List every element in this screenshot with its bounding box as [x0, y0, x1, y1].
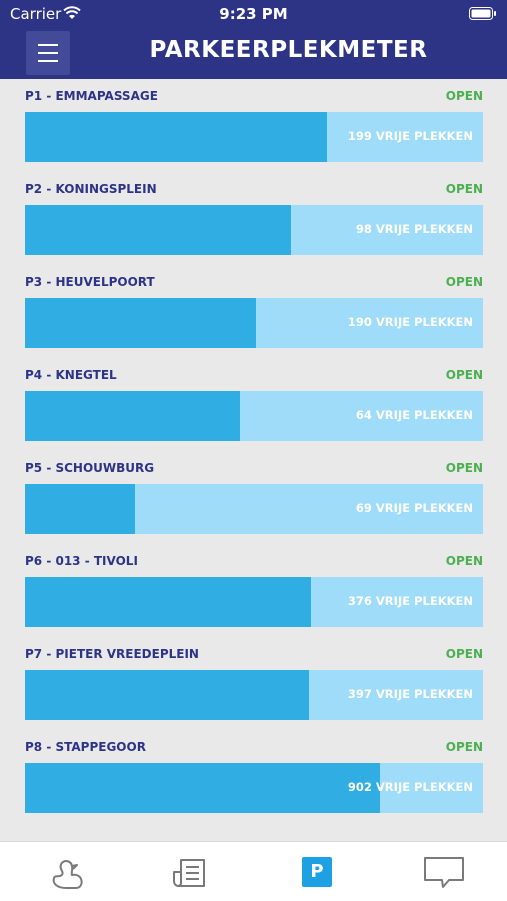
occupancy-fill [25, 484, 135, 534]
hamburger-icon [38, 44, 58, 46]
duck-icon [52, 860, 83, 889]
occupancy-bar: 69 VRIJE PLEKKEN [25, 484, 483, 534]
garage-status: OPEN [445, 554, 483, 568]
clock: 9:23 PM [219, 5, 288, 23]
occupancy-bar: 190 VRIJE PLEKKEN [25, 298, 483, 348]
battery-icon [469, 6, 497, 24]
wifi-icon [63, 6, 81, 24]
occupancy-bar: 397 VRIJE PLEKKEN [25, 670, 483, 720]
free-spaces-label: 190 VRIJE PLEKKEN [348, 315, 473, 329]
free-spaces-text: VRIJE PLEKKEN [375, 129, 473, 143]
free-spaces-label: 199 VRIJE PLEKKEN [348, 129, 473, 143]
chat-icon [424, 857, 464, 888]
free-spaces-count: 98 [355, 222, 372, 236]
free-spaces-text: VRIJE PLEKKEN [375, 501, 473, 515]
free-spaces-count: 190 [347, 315, 372, 329]
garage-row[interactable]: P2 - KONINGSPLEIN OPEN 98 VRIJE PLEKKEN [25, 172, 483, 265]
garage-list[interactable]: P1 - EMMAPASSAGE OPEN 199 VRIJE PLEKKEN P2 -… [0, 79, 507, 841]
occupancy-bar: 98 VRIJE PLEKKEN [25, 205, 483, 255]
free-spaces-count: 376 [347, 594, 372, 608]
carrier-label: Carrier [10, 5, 62, 23]
garage-status: OPEN [445, 89, 483, 103]
app-header: Carrier 9:23 PM PARKEERPLEKMETER [0, 0, 507, 79]
occupancy-bar: 199 VRIJE PLEKKEN [25, 112, 483, 162]
garage-name: P4 - KNEGTEL [25, 368, 117, 382]
tab-chat[interactable] [423, 852, 464, 892]
garage-name: P5 - SCHOUWBURG [25, 461, 155, 475]
free-spaces-text: VRIJE PLEKKEN [375, 408, 473, 422]
occupancy-bar: 376 VRIJE PLEKKEN [25, 577, 483, 627]
free-spaces-label: 98 VRIJE PLEKKEN [356, 222, 473, 236]
garage-status: OPEN [445, 368, 483, 382]
free-spaces-count: 397 [347, 687, 372, 701]
garage-name: P2 - KONINGSPLEIN [25, 182, 157, 196]
garage-row[interactable]: P5 - SCHOUWBURG OPEN 69 VRIJE PLEKKEN [25, 451, 483, 544]
garage-name: P1 - EMMAPASSAGE [25, 89, 158, 103]
garage-status: OPEN [445, 647, 483, 661]
occupancy-fill [25, 577, 312, 627]
tab-news[interactable] [170, 852, 210, 892]
free-spaces-label: 397 VRIJE PLEKKEN [348, 687, 473, 701]
garage-status: OPEN [445, 275, 483, 289]
garage-name: P8 - STAPPEGOOR [25, 740, 146, 754]
free-spaces-label: 376 VRIJE PLEKKEN [348, 594, 473, 608]
free-spaces-text: VRIJE PLEKKEN [375, 315, 473, 329]
free-spaces-count: 199 [347, 129, 372, 143]
occupancy-fill [25, 112, 328, 162]
garage-status: OPEN [445, 740, 483, 754]
free-spaces-label: 902 VRIJE PLEKKEN [348, 780, 473, 794]
news-icon [173, 859, 205, 887]
occupancy-bar: 64 VRIJE PLEKKEN [25, 391, 483, 441]
garage-name: P3 - HEUVELPOORT [25, 275, 155, 289]
free-spaces-text: VRIJE PLEKKEN [375, 594, 473, 608]
free-spaces-text: VRIJE PLEKKEN [375, 687, 473, 701]
page-title: PARKEERPLEKMETER [149, 37, 428, 63]
tab-bar: P [0, 841, 507, 901]
free-spaces-label: 69 VRIJE PLEKKEN [356, 501, 473, 515]
garage-row[interactable]: P8 - STAPPEGOOR OPEN 902 VRIJE PLEKKEN [25, 730, 483, 823]
garage-row[interactable]: P7 - PIETER VREEDEPLEIN OPEN 397 VRIJE PLEK… [25, 637, 483, 730]
occupancy-fill [25, 205, 291, 255]
hamburger-icon-line [38, 52, 58, 54]
garage-name: P6 - 013 - TIVOLI [25, 554, 138, 568]
garage-row[interactable]: P3 - HEUVELPOORT OPEN 190 VRIJE PLEKKEN [25, 265, 483, 358]
free-spaces-text: VRIJE PLEKKEN [375, 222, 473, 236]
free-spaces-label: 64 VRIJE PLEKKEN [356, 408, 473, 422]
garage-row[interactable]: P6 - 013 - TIVOLI OPEN 376 VRIJE PLEKKEN [25, 544, 483, 637]
occupancy-fill [25, 763, 380, 813]
tab-duck[interactable] [46, 852, 86, 892]
garage-status: OPEN [445, 461, 483, 475]
hamburger-icon-line [38, 60, 58, 62]
parking-icon[interactable]: P [302, 857, 332, 887]
free-spaces-text: VRIJE PLEKKEN [375, 780, 473, 794]
occupancy-bar: 902 VRIJE PLEKKEN [25, 763, 483, 813]
free-spaces-count: 69 [355, 501, 372, 515]
occupancy-fill [25, 298, 257, 348]
garage-name: P7 - PIETER VREEDEPLEIN [25, 647, 199, 661]
garage-row[interactable]: P1 - EMMAPASSAGE OPEN 199 VRIJE PLEKKEN [25, 79, 483, 172]
garage-status: OPEN [445, 182, 483, 196]
occupancy-fill [25, 670, 309, 720]
status-bar: Carrier 9:23 PM [0, 0, 507, 28]
menu-button[interactable] [26, 31, 70, 75]
free-spaces-count: 64 [355, 408, 372, 422]
free-spaces-count: 902 [347, 780, 372, 794]
garage-row[interactable]: P4 - KNEGTEL OPEN 64 VRIJE PLEKKEN [25, 358, 483, 451]
occupancy-fill [25, 391, 241, 441]
